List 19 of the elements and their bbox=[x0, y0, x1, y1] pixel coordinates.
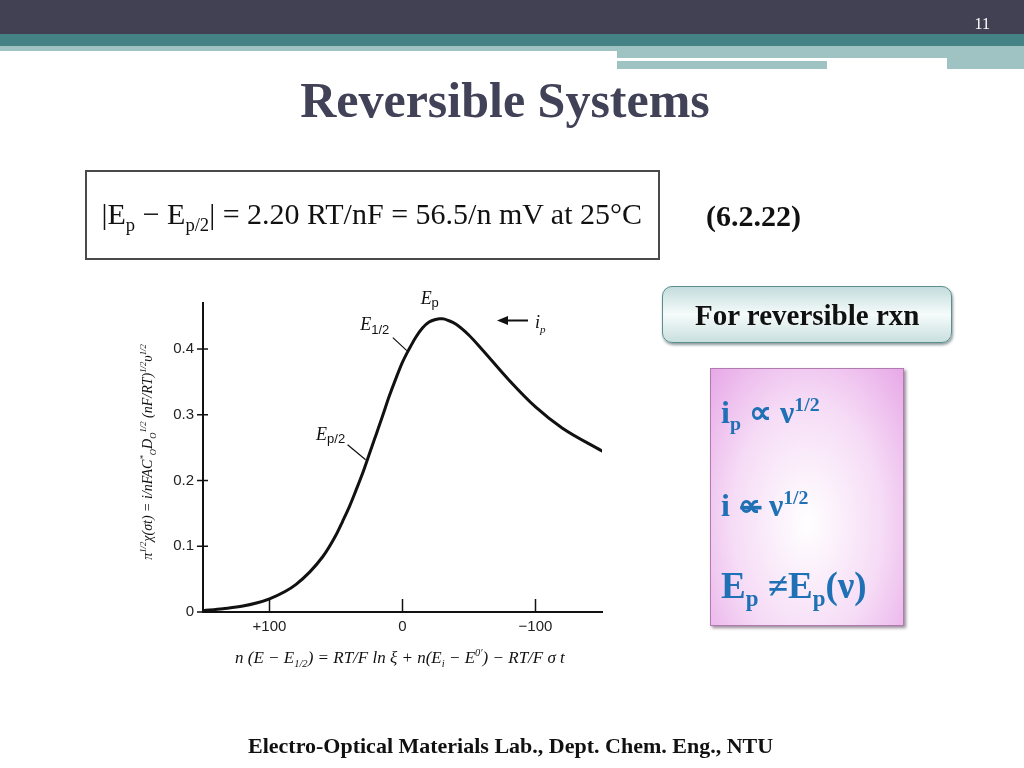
annotation: i$_{p}$ bbox=[535, 311, 546, 335]
x-tick-label: 0 bbox=[398, 617, 407, 635]
text: i$_{p}$ ∝ ν$^{1/2}$ bbox=[721, 393, 820, 435]
x-tick-label: −100 bbox=[518, 617, 553, 635]
text: i ∝̶ ν$^{1/2}$ bbox=[721, 486, 809, 524]
y-tick-label: 0.1 bbox=[173, 536, 194, 554]
text: |E$_{p}$ − E$_{p/2}$| = 2.20 RT/nF = 56.5/n mV at 25°C bbox=[101, 197, 643, 235]
x-tick-label: +100 bbox=[252, 617, 287, 635]
text: Electro-Optical Materials Lab., Dept. Chem. Eng., NTU bbox=[248, 733, 774, 759]
y-tick-label: 0 bbox=[185, 602, 194, 620]
chart-title: Reversible Systems bbox=[299, 72, 711, 130]
text: For reversible rxn bbox=[695, 298, 920, 332]
text: (6.2.22) bbox=[706, 199, 801, 233]
text: E$_{p}$ ≠E$_{p}$(ν) bbox=[721, 563, 867, 611]
x-axis-title: n (E − E$_{1/2}$) = RT/F ln ξ + n(E$_{i}$ − E$^{0′}$) − RT/F σ t bbox=[235, 647, 565, 670]
y-tick-label: 0.3 bbox=[173, 404, 194, 422]
y-tick-label: 0.2 bbox=[173, 470, 194, 488]
y-tick-label: 0.4 bbox=[173, 339, 194, 357]
text: 11 bbox=[974, 15, 990, 33]
